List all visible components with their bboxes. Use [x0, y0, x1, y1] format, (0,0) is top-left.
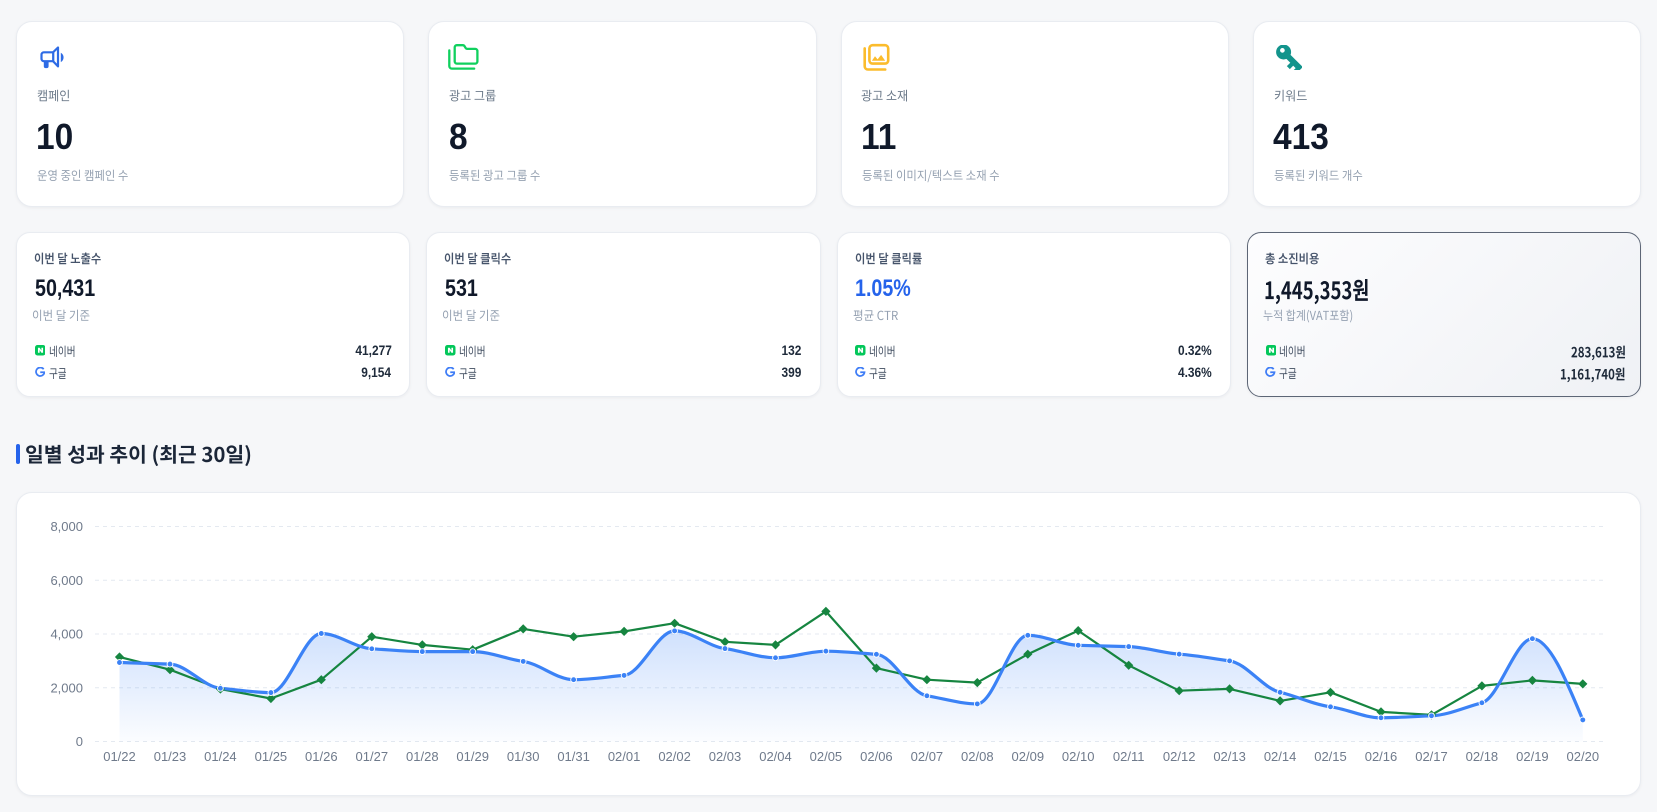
- svg-text:01/27: 01/27: [356, 749, 389, 764]
- svg-text:01/24: 01/24: [204, 749, 237, 764]
- svg-text:02/06: 02/06: [860, 749, 893, 764]
- svg-text:02/02: 02/02: [658, 749, 691, 764]
- svg-text:4,000: 4,000: [50, 627, 83, 642]
- svg-text:8,000: 8,000: [50, 519, 83, 534]
- svg-text:0: 0: [76, 734, 83, 749]
- svg-text:02/15: 02/15: [1314, 749, 1347, 764]
- svg-text:02/13: 02/13: [1213, 749, 1246, 764]
- svg-text:02/14: 02/14: [1264, 749, 1297, 764]
- svg-text:6,000: 6,000: [50, 573, 83, 588]
- svg-text:02/03: 02/03: [709, 749, 742, 764]
- svg-text:01/23: 01/23: [154, 749, 187, 764]
- svg-text:02/04: 02/04: [759, 749, 792, 764]
- svg-text:01/25: 01/25: [255, 749, 288, 764]
- svg-text:02/19: 02/19: [1516, 749, 1549, 764]
- svg-text:01/29: 01/29: [456, 749, 489, 764]
- svg-text:02/17: 02/17: [1415, 749, 1448, 764]
- svg-text:02/05: 02/05: [810, 749, 843, 764]
- svg-text:02/08: 02/08: [961, 749, 994, 764]
- svg-text:02/16: 02/16: [1365, 749, 1398, 764]
- svg-text:02/12: 02/12: [1163, 749, 1196, 764]
- svg-text:02/07: 02/07: [911, 749, 944, 764]
- svg-text:01/31: 01/31: [557, 749, 590, 764]
- svg-text:01/26: 01/26: [305, 749, 338, 764]
- svg-text:02/10: 02/10: [1062, 749, 1095, 764]
- svg-text:02/01: 02/01: [608, 749, 641, 764]
- svg-text:01/30: 01/30: [507, 749, 540, 764]
- svg-text:02/09: 02/09: [1012, 749, 1045, 764]
- svg-text:01/28: 01/28: [406, 749, 439, 764]
- svg-text:02/20: 02/20: [1567, 749, 1600, 764]
- svg-text:02/11: 02/11: [1113, 749, 1145, 764]
- svg-text:2,000: 2,000: [50, 680, 83, 695]
- svg-text:01/22: 01/22: [103, 749, 136, 764]
- svg-text:02/18: 02/18: [1466, 749, 1499, 764]
